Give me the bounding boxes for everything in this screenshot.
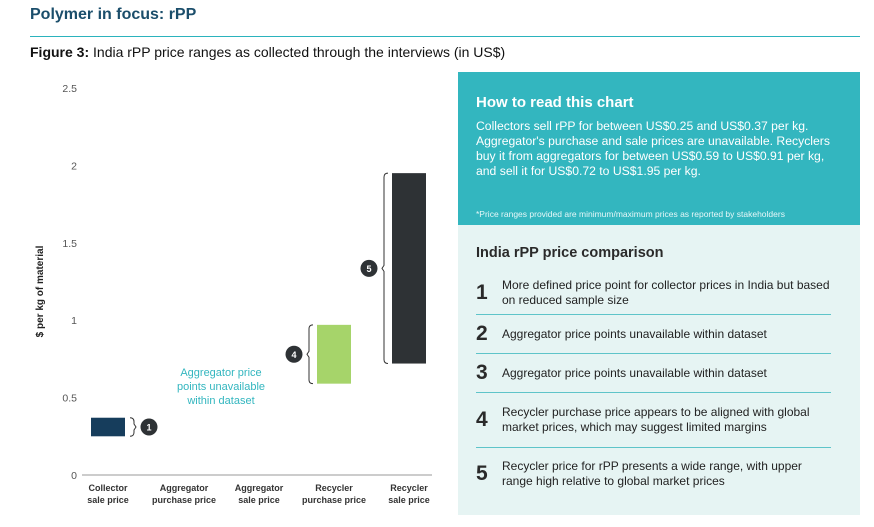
y-tick-label: 2 xyxy=(71,160,77,172)
comparison-text: Recycler purchase price appears to be al… xyxy=(502,405,810,434)
x-tick-label: Recycler xyxy=(315,483,353,493)
figure-label: Figure 3: xyxy=(30,44,90,60)
x-tick-label: Aggregator xyxy=(235,483,284,493)
how-to-read-panel: How to read this chart Collectors sell r… xyxy=(458,72,860,225)
comparison-number: 3 xyxy=(476,361,488,384)
comparison-number: 4 xyxy=(476,408,488,431)
range-marker-label: 1 xyxy=(146,423,151,433)
x-tick-label: sale price xyxy=(238,495,280,505)
y-axis-label: $ per kg of material xyxy=(35,245,46,337)
range-bar xyxy=(91,417,125,437)
how-to-read-body: Collectors sell rPP for between US$0.25 … xyxy=(476,119,830,178)
missing-data-annotation: within dataset xyxy=(186,395,254,407)
range-marker-label: 4 xyxy=(291,350,296,360)
comparison-text: More defined price point for collector p… xyxy=(502,277,830,307)
range-marker-label: 5 xyxy=(366,264,371,274)
y-tick-label: 2.5 xyxy=(62,83,77,95)
x-tick-label: Recycler xyxy=(390,483,428,493)
missing-data-annotation: points unavailable xyxy=(177,381,265,393)
x-tick-label: Collector xyxy=(88,483,128,493)
x-tick-label: sale price xyxy=(388,495,430,505)
y-tick-label: 1 xyxy=(71,315,77,327)
range-bracket xyxy=(381,172,389,365)
range-marker xyxy=(360,259,378,277)
comparison-item-2: 2 Aggregator price points unavailable wi… xyxy=(476,315,831,354)
y-tick-label: 0.5 xyxy=(62,393,77,405)
range-marker xyxy=(140,418,158,436)
range-marker xyxy=(285,345,303,363)
y-tick-label: 0 xyxy=(71,470,77,482)
x-tick-label: sale price xyxy=(87,495,129,505)
figure-caption-text: India rPP price ranges as collected thro… xyxy=(93,44,506,60)
range-bracket xyxy=(306,324,314,385)
y-tick-label: 1.5 xyxy=(62,238,77,250)
section-title: Polymer in focus: rPP xyxy=(30,6,197,23)
comparison-title: India rPP price comparison xyxy=(476,245,664,261)
comparison-number: 1 xyxy=(476,280,488,304)
range-bar xyxy=(392,173,426,364)
x-tick-label: purchase price xyxy=(152,495,216,505)
comparison-item-1: 1 More defined price point for collector… xyxy=(476,271,831,315)
figure-caption: Figure 3: India rPP price ranges as coll… xyxy=(30,44,505,60)
missing-data-annotation: Aggregator price xyxy=(180,367,261,379)
x-tick-label: Aggregator xyxy=(160,483,209,493)
comparison-text: Aggregator price points unavailable with… xyxy=(502,326,767,341)
x-tick-label: purchase price xyxy=(302,495,366,505)
comparison-item-3: 3 Aggregator price points unavailable wi… xyxy=(476,354,831,393)
range-bracket xyxy=(129,417,137,437)
comparison-number: 2 xyxy=(476,322,488,345)
range-bar xyxy=(317,324,351,384)
comparison-text: Recycler price for rPP presents a wide r… xyxy=(502,459,802,488)
how-to-read-title: How to read this chart xyxy=(476,94,634,111)
how-to-read-note: *Price ranges provided are minimum/maxim… xyxy=(476,209,785,219)
comparison-text: Aggregator price points unavailable with… xyxy=(502,365,767,380)
comparison-number: 5 xyxy=(476,462,488,485)
comparison-item-5: 5 Recycler price for rPP presents a wide… xyxy=(476,448,831,500)
title-divider xyxy=(30,36,860,37)
comparison-panel: India rPP price comparison 1 More define… xyxy=(458,225,860,515)
comparison-item-4: 4 Recycler purchase price appears to be … xyxy=(476,393,831,448)
price-range-chart: $ per kg of material 0 0.5 1 1.5 2 2.5 Collecto… xyxy=(35,83,432,505)
